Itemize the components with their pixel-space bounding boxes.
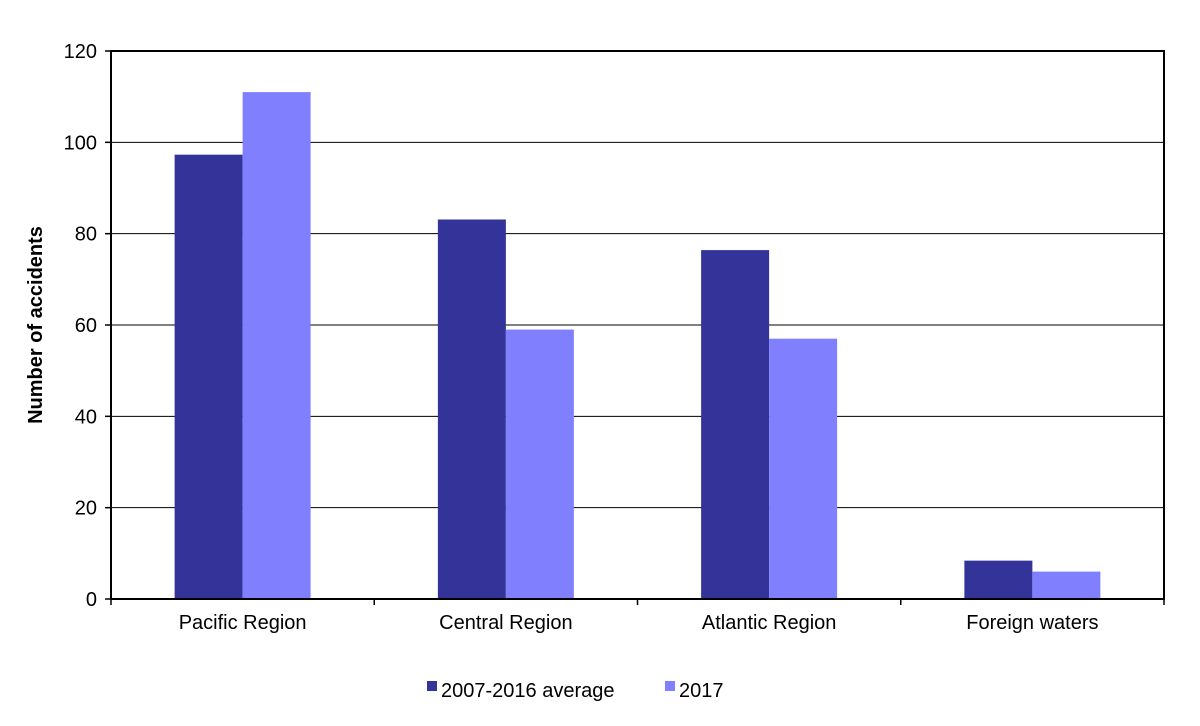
bars bbox=[174, 92, 1101, 599]
bar-2017-1 bbox=[242, 92, 311, 599]
bar-average-3 bbox=[701, 250, 770, 599]
y-tick-label: 20 bbox=[75, 498, 97, 520]
x-axis-ticks: Pacific Region Central Region Atlantic Reg… bbox=[110, 599, 1165, 634]
x-tick-label: Pacific Region bbox=[179, 612, 307, 634]
x-tick-label: Central Region bbox=[439, 612, 572, 634]
y-tick-label: 0 bbox=[86, 589, 97, 611]
y-tick-label: 40 bbox=[75, 406, 97, 428]
legend-swatch bbox=[427, 681, 437, 691]
x-tick-label: Atlantic Region bbox=[702, 612, 837, 634]
bar-2017-4 bbox=[1032, 571, 1101, 599]
bar-2017-3 bbox=[769, 338, 838, 599]
y-axis-title: Number of accidents bbox=[25, 226, 47, 424]
bar-average-2 bbox=[437, 219, 506, 599]
bar-2017-2 bbox=[505, 329, 574, 599]
y-tick-label: 80 bbox=[75, 224, 97, 246]
legend-label: 2007-2016 average bbox=[441, 680, 614, 702]
bar-average-4 bbox=[964, 560, 1033, 599]
y-tick-label: 100 bbox=[64, 132, 97, 154]
legend: 2007-2016 average 2017 bbox=[427, 680, 724, 702]
x-tick-label: Foreign waters bbox=[966, 612, 1098, 634]
y-tick-label: 120 bbox=[64, 41, 97, 63]
legend-swatch bbox=[665, 681, 675, 691]
legend-label: 2017 bbox=[679, 680, 724, 702]
bar-average-1 bbox=[174, 154, 243, 599]
y-axis-ticks: 0 20 40 60 80 100 120 bbox=[64, 41, 111, 611]
y-tick-label: 60 bbox=[75, 315, 97, 337]
